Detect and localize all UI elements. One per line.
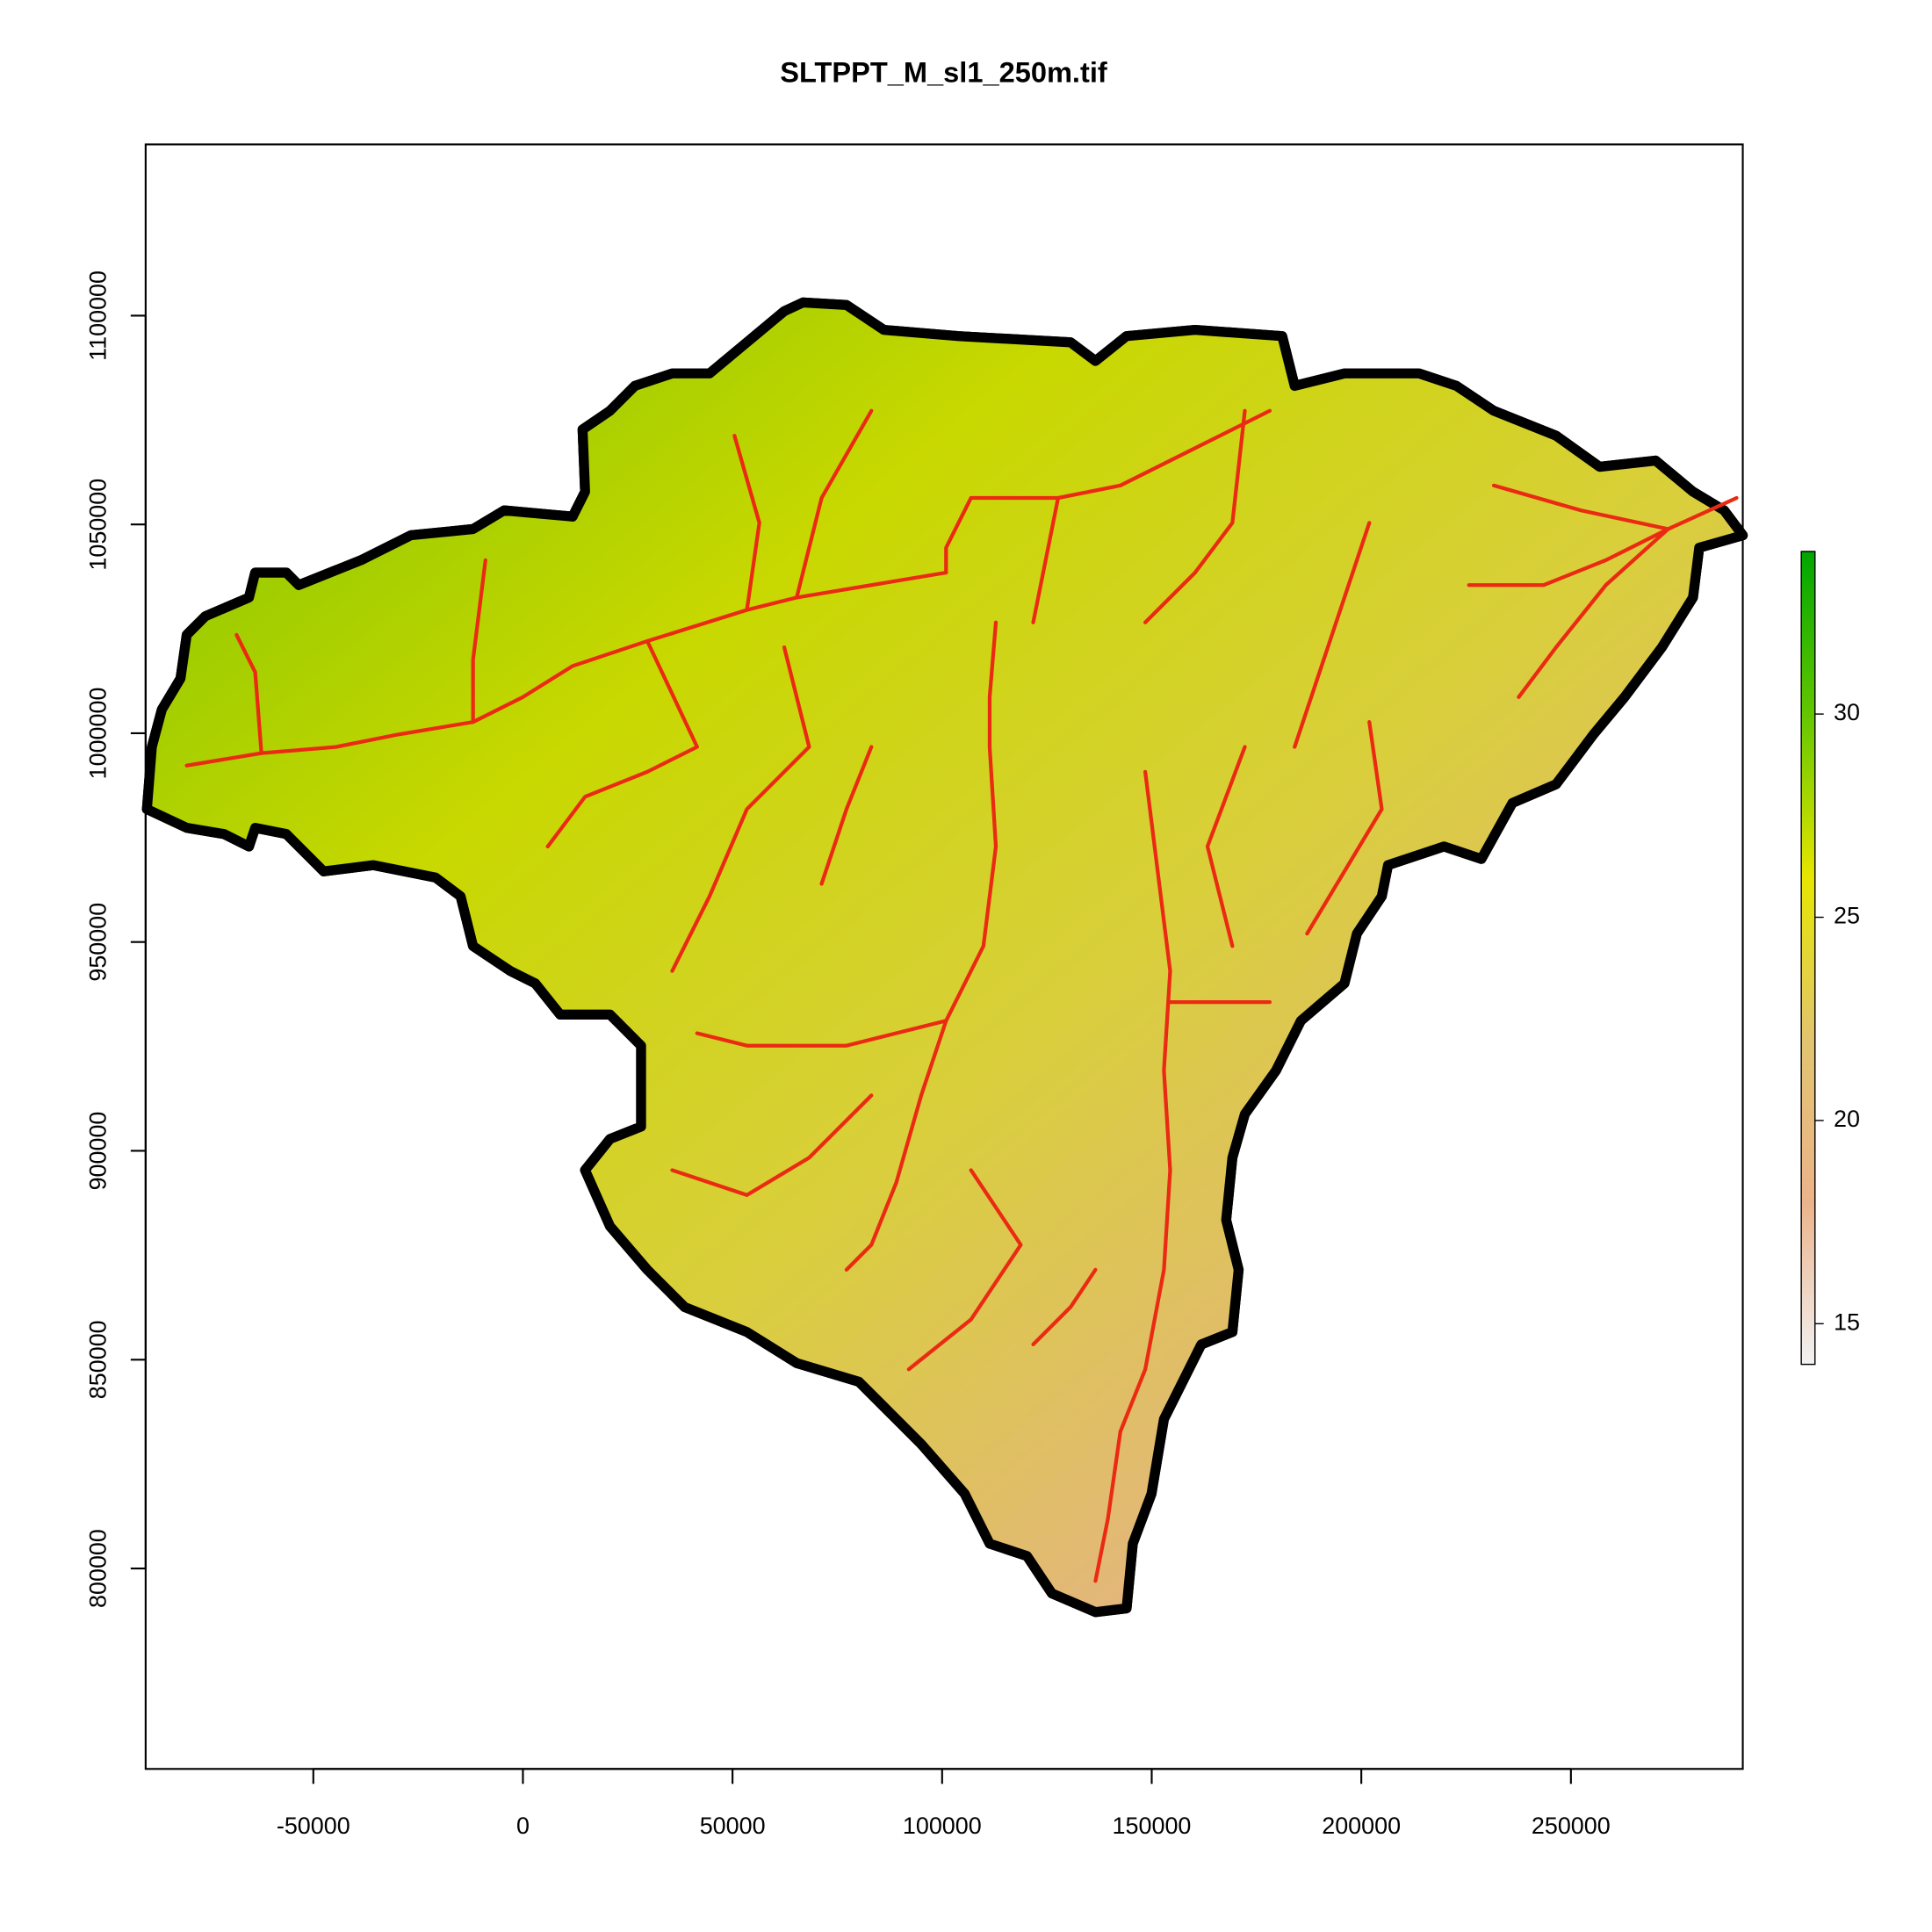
river xyxy=(1031,1267,1098,1347)
river xyxy=(1031,408,1272,624)
y-tick-label: 850000 xyxy=(85,1320,112,1399)
river-network xyxy=(184,408,1739,1583)
river xyxy=(1205,745,1247,948)
colorbar-tick-label: 20 xyxy=(1834,1106,1860,1132)
river xyxy=(819,745,874,886)
river xyxy=(1143,408,1247,624)
x-tick-label: -50000 xyxy=(277,1813,350,1839)
river xyxy=(184,570,948,768)
river xyxy=(471,558,487,724)
river xyxy=(695,1019,948,1048)
basin-edge xyxy=(147,302,1742,1611)
x-tick-label: 150000 xyxy=(1113,1813,1192,1839)
x-tick-label: 250000 xyxy=(1532,1813,1611,1839)
x-tick-label: 50000 xyxy=(700,1813,766,1839)
river xyxy=(545,638,699,849)
basin xyxy=(147,297,1742,1611)
river xyxy=(906,1168,1023,1372)
map-title: SLTPPT_M_sl1_250m.tif xyxy=(780,56,1107,89)
y-tick-label: 950000 xyxy=(85,903,112,982)
river xyxy=(795,408,874,600)
y-tick-label: 900000 xyxy=(85,1112,112,1191)
y-tick-label: 1100000 xyxy=(85,270,112,361)
river xyxy=(844,620,998,1272)
river xyxy=(944,495,1061,575)
colorbar xyxy=(1800,551,1816,1366)
colorbar-tick-label: 15 xyxy=(1834,1308,1860,1335)
y-tick-label: 800000 xyxy=(85,1529,112,1608)
river xyxy=(1293,521,1372,749)
y-tick-label: 1000000 xyxy=(85,688,112,780)
river xyxy=(1517,495,1739,699)
river xyxy=(1305,720,1384,936)
river xyxy=(670,645,811,973)
river xyxy=(234,632,263,755)
x-tick-label: 0 xyxy=(516,1813,530,1839)
river xyxy=(1467,527,1670,588)
x-tick-label: 100000 xyxy=(903,1813,982,1839)
colorbar-tick-label: 30 xyxy=(1834,699,1860,725)
river xyxy=(670,1093,874,1197)
colorbar-tick-label: 25 xyxy=(1834,903,1860,929)
y-tick-label: 1050000 xyxy=(85,479,112,571)
river xyxy=(732,434,761,612)
x-tick-label: 200000 xyxy=(1322,1813,1401,1839)
river xyxy=(1093,769,1172,1583)
river xyxy=(1491,483,1670,531)
